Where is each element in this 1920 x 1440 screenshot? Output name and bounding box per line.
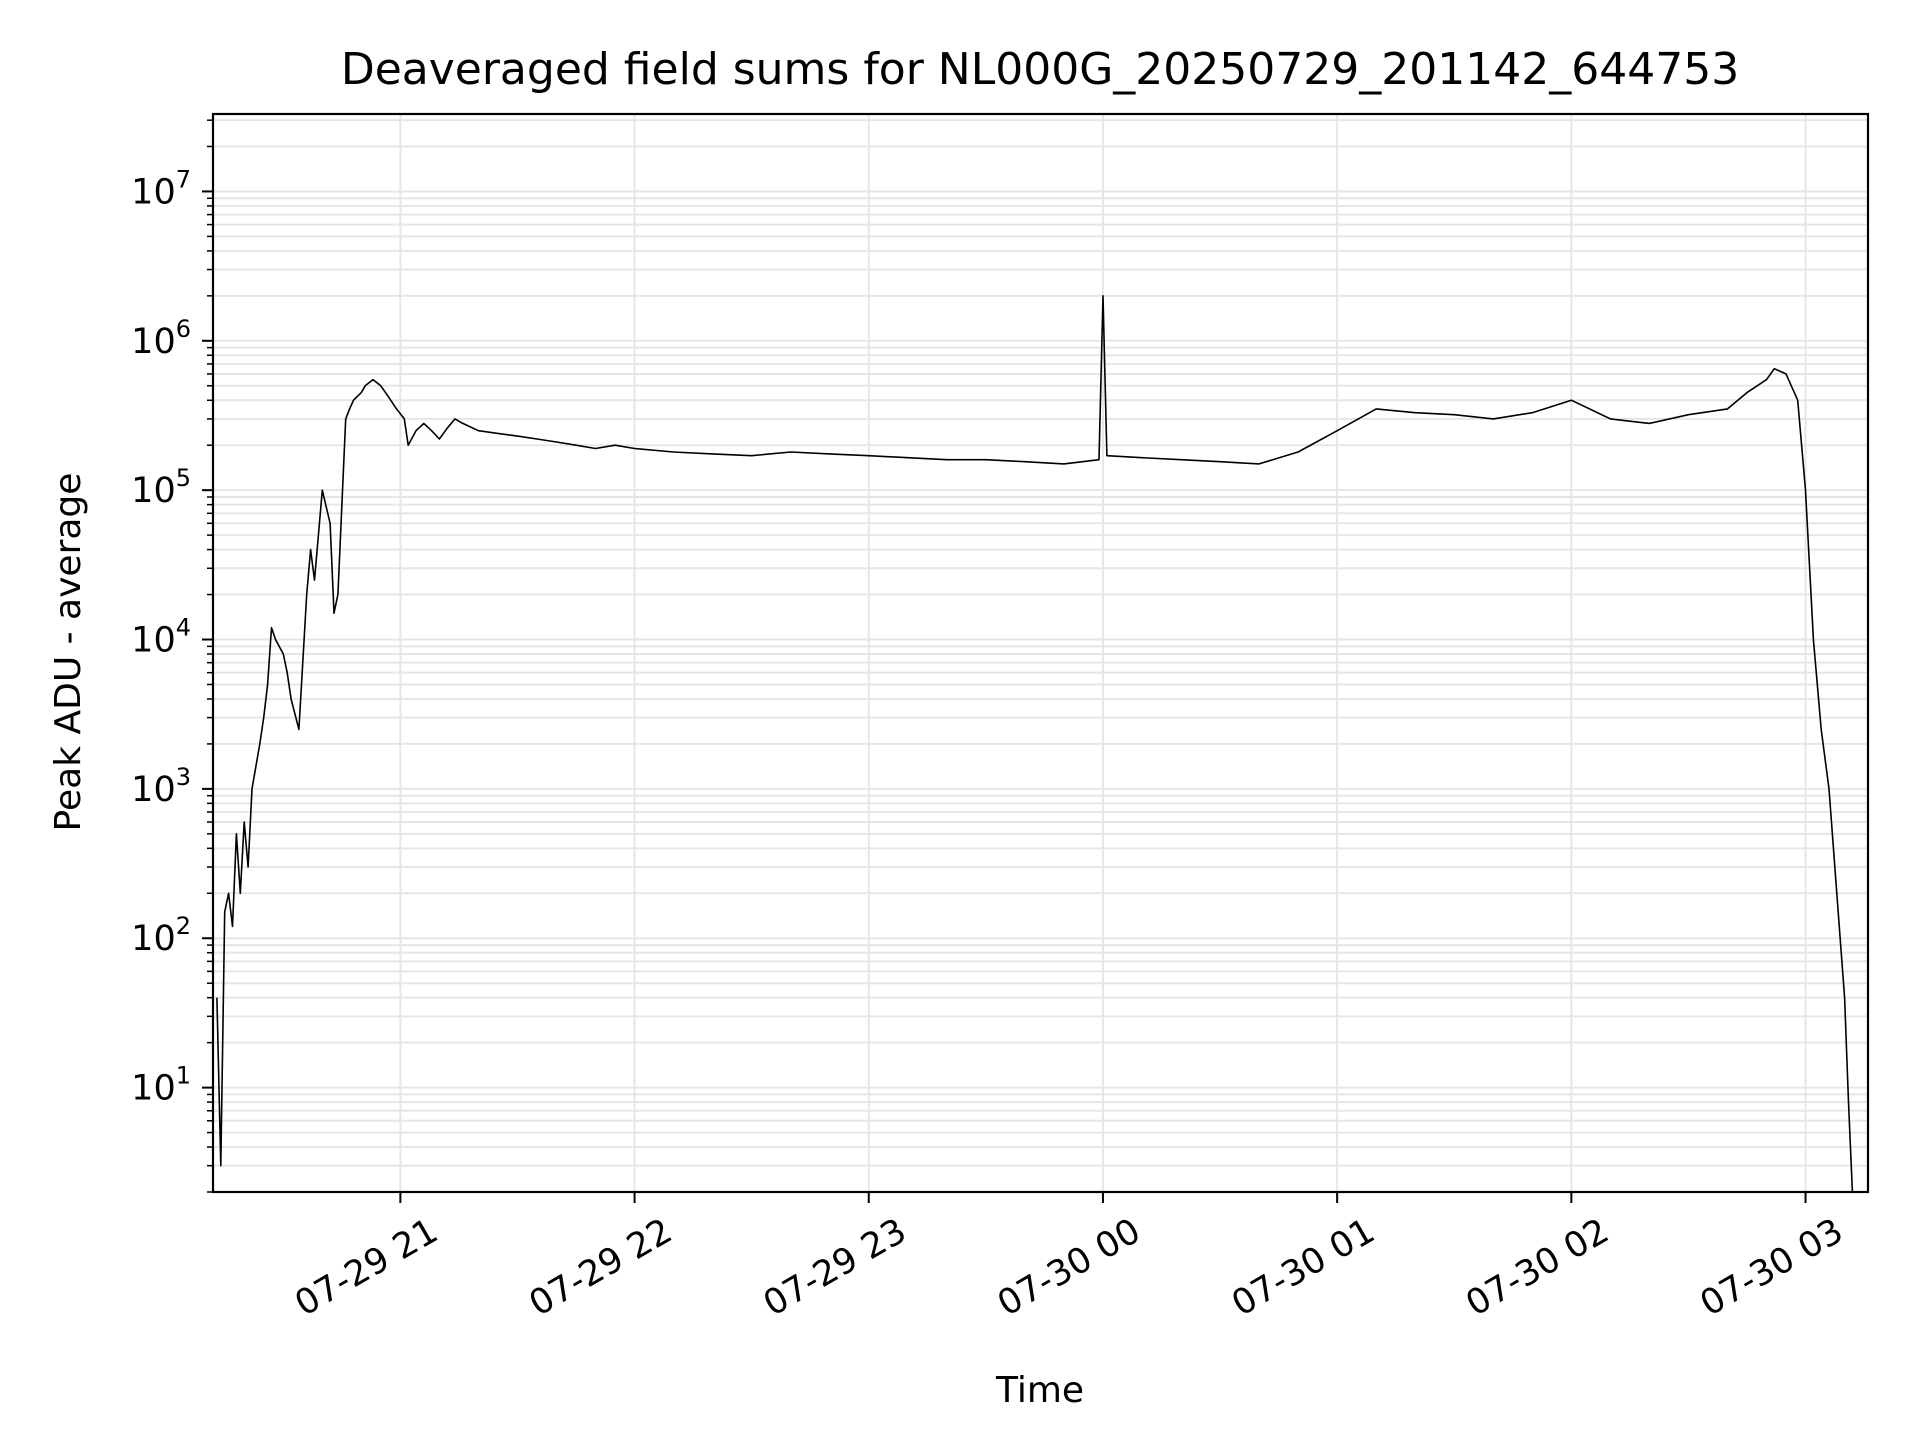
series-layer [216, 294, 1854, 1193]
y-tick-label: 101 [131, 1062, 191, 1109]
y-tick-label: 102 [131, 912, 191, 959]
y-tick-label: 104 [131, 614, 191, 661]
y-tick-label: 107 [131, 165, 191, 212]
series-line [216, 294, 1854, 1193]
chart-title: Deaveraged field sums for NL000G_2025072… [341, 44, 1739, 95]
y-tick-label: 103 [131, 763, 191, 810]
y-tick-label: 106 [131, 315, 191, 362]
grid-layer [213, 114, 1868, 1193]
y-axis-ticks: 101 102 103 104 105 106 107 [131, 119, 213, 1193]
plot-area-frame [211, 112, 1870, 1194]
x-axis-label: Time [995, 1370, 1084, 1411]
y-axis-label: Peak ADU - average [48, 473, 89, 832]
y-tick-label: 105 [131, 464, 191, 511]
